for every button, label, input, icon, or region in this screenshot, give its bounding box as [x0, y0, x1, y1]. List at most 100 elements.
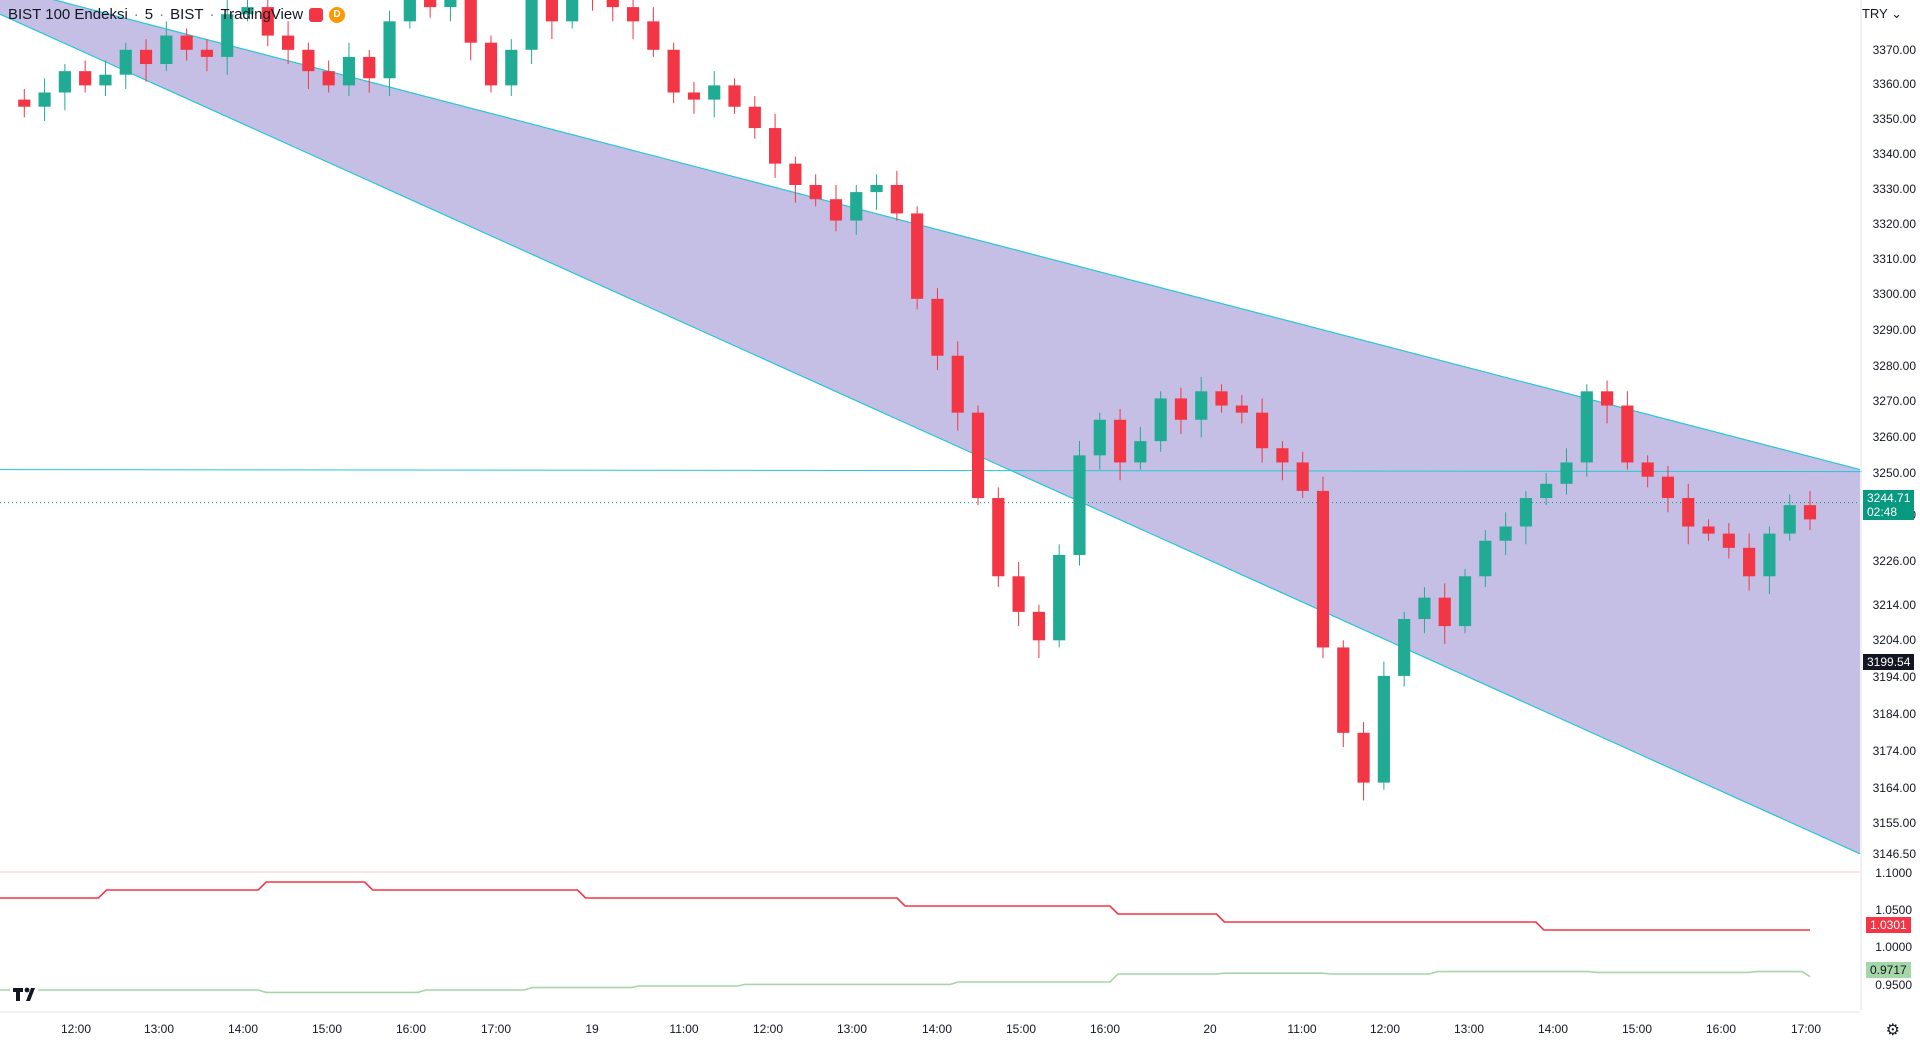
candle-body — [647, 21, 660, 50]
candle-body — [160, 35, 173, 65]
candle-body — [545, 0, 558, 22]
candle-body — [1296, 462, 1309, 491]
interval: 5 — [144, 6, 154, 23]
candle-body — [139, 49, 153, 65]
candle-body — [1560, 462, 1573, 484]
candle-body — [1093, 419, 1106, 456]
line-price-tag: 3199.54 — [1863, 654, 1915, 670]
candle-body — [1661, 476, 1675, 499]
candle-body — [1682, 498, 1695, 527]
indicator-tick-label: 0.9500 — [1875, 978, 1912, 992]
price-tick-label: 3340.00 — [1873, 147, 1917, 161]
candle-body — [1154, 398, 1167, 442]
price-tick-label: 3155.00 — [1873, 816, 1917, 830]
candle-body — [1499, 526, 1512, 541]
price-tick-label: 3194.00 — [1873, 670, 1917, 684]
indicator-tick-label: 1.0000 — [1875, 940, 1912, 954]
price-tick-label: 3270.00 — [1873, 394, 1917, 408]
candle-body — [809, 184, 822, 200]
time-tick-label: 14:00 — [922, 1022, 952, 1036]
candle-body — [1276, 448, 1289, 463]
candle-body — [870, 184, 883, 193]
market-status-icon[interactable] — [309, 7, 324, 22]
candle-body — [1458, 576, 1472, 627]
candle-body — [444, 0, 457, 8]
time-axis[interactable]: 12:00 13:00 14:00 15:00 16:00 17:00 19 11:00 12:… — [0, 1011, 1860, 1036]
candle-body — [748, 106, 761, 129]
candle-body — [728, 85, 741, 107]
indicator-lower-tag: 0.9717 — [1866, 962, 1911, 978]
indicator-series-line — [0, 881, 1810, 931]
time-tick-label: 12:00 — [61, 1022, 91, 1036]
price-tick-label: 3226.00 — [1873, 554, 1917, 568]
chevron-down-icon: ⌄ — [1887, 6, 1902, 21]
price-tick-label: 3330.00 — [1873, 182, 1917, 196]
price-tick-label: 3204.00 — [1873, 633, 1917, 647]
time-tick-label: 16:00 — [1706, 1022, 1736, 1036]
exchange: BIST — [170, 6, 204, 23]
price-tick-label: 3214.00 — [1873, 598, 1917, 612]
price-tick-label: 3360.00 — [1873, 77, 1917, 91]
candle-body — [769, 128, 782, 164]
time-tick-label: 11:00 — [669, 1022, 698, 1036]
time-tick-label: 17:00 — [1791, 1022, 1821, 1036]
candle-body — [850, 192, 863, 221]
candle-body — [1803, 505, 1817, 520]
candle-body — [403, 0, 416, 22]
time-tick-label: 15:00 — [1622, 1022, 1652, 1036]
candle-body — [342, 56, 356, 86]
candle-body — [890, 184, 903, 214]
time-tick-label: 19 — [585, 1022, 599, 1036]
price-tick-label: 3370.00 — [1873, 43, 1917, 57]
price-tick-label: 3184.00 — [1873, 707, 1917, 721]
candle-body — [1316, 490, 1330, 648]
candle-body — [464, 0, 477, 43]
tradingview-logo-icon[interactable] — [10, 983, 38, 1005]
candle-body — [1113, 419, 1127, 463]
symbol-legend[interactable]: BIST 100 Endeksi · 5 · BIST · TradingVie… — [8, 6, 346, 23]
candle-body — [1418, 597, 1431, 619]
candle-body — [829, 199, 843, 221]
candle-body — [99, 74, 112, 86]
channel-lower-line — [0, 13, 1861, 855]
candle-body — [566, 0, 579, 22]
currency-label: TRY — [1861, 6, 1888, 21]
time-tick-label: 16:00 — [1090, 1022, 1120, 1036]
candle-body — [282, 35, 295, 50]
candle-body — [1743, 547, 1756, 577]
currency-selector[interactable]: TRY ⌄ — [1862, 6, 1902, 22]
candle-body — [911, 213, 924, 299]
candle-body — [1621, 405, 1634, 463]
candle-body — [1134, 441, 1147, 463]
candle-body — [180, 35, 193, 50]
channel-upper-edge — [0, 469, 1867, 473]
indicator-tick-label: 1.0500 — [1875, 903, 1912, 917]
candle-body — [119, 49, 132, 75]
price-tick-label: 3300.00 — [1873, 287, 1917, 301]
candle-body — [1783, 505, 1796, 534]
time-tick-label: 13:00 — [1454, 1022, 1484, 1036]
candle-body — [1702, 526, 1715, 534]
candle-body — [606, 0, 619, 8]
candle-body — [1256, 412, 1269, 449]
indicator-series-line — [0, 970, 1811, 994]
delayed-badge[interactable]: D — [329, 6, 346, 23]
candle-body — [1540, 483, 1553, 499]
price-tick-label: 3260.00 — [1873, 430, 1917, 444]
candle-body — [1195, 391, 1208, 420]
time-tick-label: 12:00 — [753, 1022, 783, 1036]
candle-body — [992, 498, 1005, 577]
candle-body — [261, 7, 274, 36]
indicator-lower-value: 0.9717 — [1870, 963, 1907, 977]
candle-body — [505, 49, 518, 86]
candle-body — [971, 412, 985, 499]
candlestick-series — [18, 0, 1817, 801]
candle-body — [951, 355, 964, 413]
time-tick-label: 16:00 — [396, 1022, 426, 1036]
candle-body — [1032, 611, 1045, 641]
indicator-tick-label: 1.1000 — [1875, 866, 1912, 880]
gear-icon[interactable]: ⚙ — [1885, 1022, 1900, 1039]
candle-body — [18, 99, 31, 107]
candle-body — [1763, 533, 1776, 577]
